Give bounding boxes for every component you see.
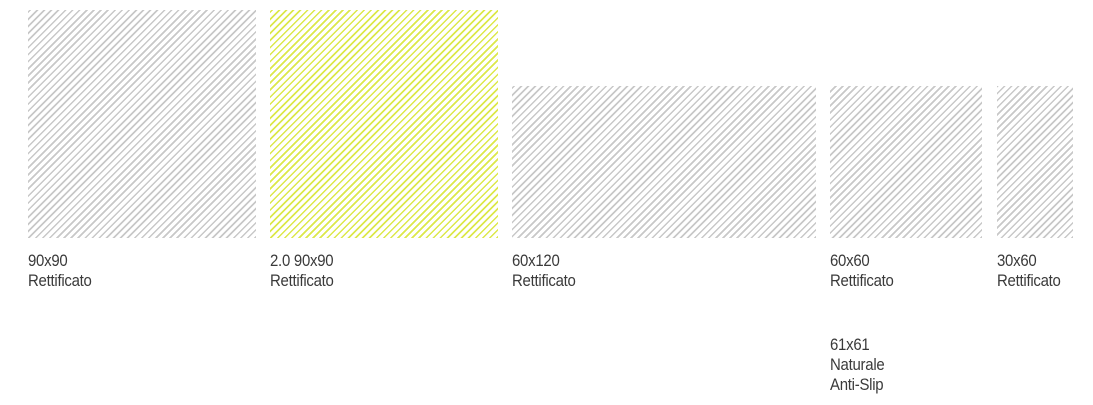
tile-finish-label: Rettificato: [830, 271, 894, 290]
tile-size-label: 60x60: [830, 251, 870, 270]
tile-finish-label: Rettificato: [997, 271, 1061, 290]
extra-note-label: Anti-Slip: [830, 375, 884, 394]
tile-extra-variant: 61x61 Naturale Anti-Slip: [830, 335, 885, 395]
tile-swatch-60x60: [830, 86, 982, 238]
tile-finish-label: Rettificato: [28, 271, 92, 290]
tile-swatch-90x90: [28, 10, 256, 238]
tile-swatch-30x60: [997, 86, 1073, 238]
tile-swatch-60x120: [512, 86, 816, 238]
tile-size-label: 2.0 90x90: [270, 251, 334, 270]
tile-finish-label: Rettificato: [512, 271, 576, 290]
tile-finish-label: Rettificato: [270, 271, 334, 290]
tile-size-label: 90x90: [28, 251, 68, 270]
tile-swatch-2-0-90x90: [270, 10, 498, 238]
extra-size-label: 61x61: [830, 335, 870, 354]
extra-finish-label: Naturale: [830, 355, 885, 374]
tile-size-label: 60x120: [512, 251, 560, 270]
tile-size-label: 30x60: [997, 251, 1037, 270]
